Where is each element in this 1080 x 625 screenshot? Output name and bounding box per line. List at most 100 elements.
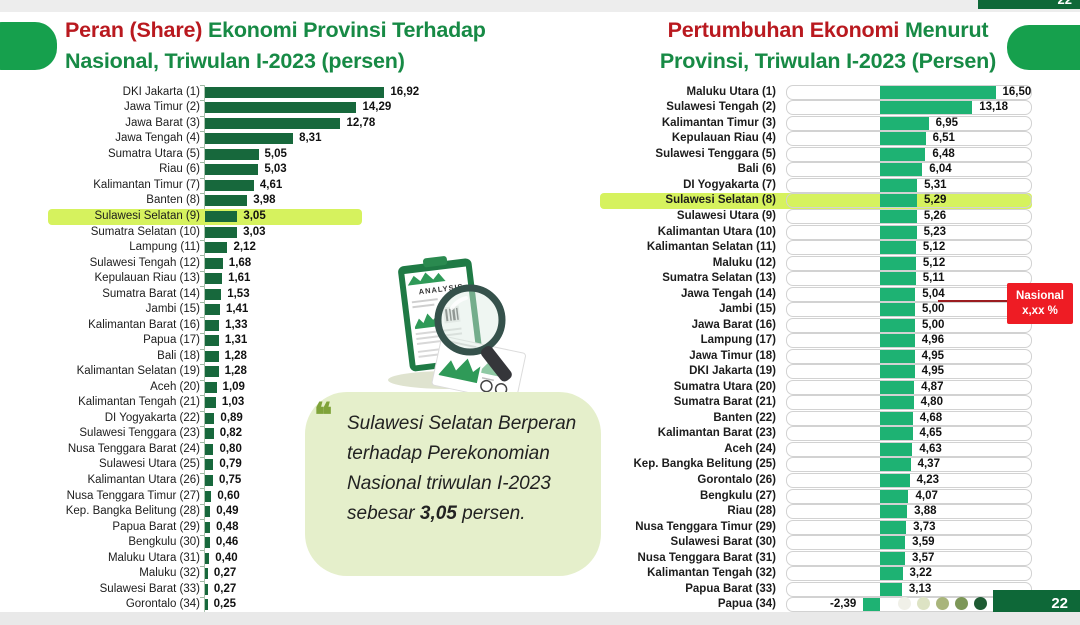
bar: [880, 442, 913, 456]
bar-value: 1,03: [221, 396, 245, 409]
quote-icon: ❝: [314, 397, 333, 435]
bar: [880, 365, 915, 379]
bar: [880, 241, 916, 255]
bar: [205, 568, 208, 580]
nasional-callout-value: x,xx %: [1022, 305, 1058, 317]
bar: [880, 536, 906, 550]
bar: [880, 287, 916, 301]
nasional-callout-label: Nasional: [1016, 290, 1064, 302]
bar: [880, 303, 915, 317]
axis-baseline: [204, 84, 205, 613]
row-band: [786, 504, 1032, 520]
bar-label: Sulawesi Selatan (9): [94, 210, 200, 222]
bar: [205, 304, 220, 316]
bar-value: 4,63: [919, 442, 942, 455]
bar: [205, 117, 341, 129]
pagination-dot: [955, 597, 968, 610]
bar: [205, 459, 214, 471]
bar-value: 0,82: [219, 427, 243, 440]
bar-label: Kalimantan Selatan (19): [76, 365, 200, 378]
bar-value: 3,03: [243, 225, 266, 238]
bar-label: Bali (18): [157, 349, 200, 362]
bar-value: 5,03: [264, 163, 287, 176]
bar-label: Sulawesi Tenggara (23): [79, 427, 200, 440]
bar-value: 5,23: [923, 225, 946, 238]
bar-label: Banten (22): [713, 411, 776, 424]
axis-tick: [200, 364, 204, 366]
bar: [205, 490, 212, 502]
bar: [205, 335, 219, 347]
bar-value: 4,65: [919, 427, 942, 440]
right-title-pill-decoration: [1007, 25, 1080, 70]
left-title-pill-decoration: [0, 22, 57, 70]
bar-label: Sumatra Barat (21): [673, 396, 776, 409]
bar-value: 6,95: [935, 116, 959, 129]
bar-value: 1,33: [225, 318, 248, 331]
bar-value: 6,48: [932, 147, 955, 160]
bar-label: Jawa Tengah (4): [115, 132, 200, 145]
bar-value: 12,78: [346, 116, 376, 129]
bar-label: Kalimantan Selatan (11): [646, 241, 776, 254]
bar-value: 1,41: [225, 303, 249, 316]
bar-value: 4,37: [917, 458, 940, 471]
bar: [880, 256, 916, 270]
bar: [205, 211, 238, 222]
bar: [880, 551, 905, 565]
bar-value: 0,27: [213, 582, 237, 595]
bar-label: Kepulauan Riau (4): [671, 132, 776, 145]
bar: [880, 520, 907, 534]
bar-label: Gorontalo (26): [697, 474, 776, 486]
axis-tick: [200, 426, 204, 428]
axis-tick: [200, 565, 204, 567]
bar-value: 3,98: [253, 194, 276, 207]
bar-value: 5,12: [922, 256, 946, 269]
bar-label: Riau (6): [159, 163, 200, 176]
bar-label: Kep. Bangka Belitung (25): [633, 458, 777, 471]
axis-tick: [200, 410, 204, 412]
bar: [880, 380, 915, 394]
bar-value: 5,04: [922, 287, 945, 300]
bar-value: 14,29: [362, 101, 392, 114]
bar-value: 4,68: [919, 411, 943, 424]
bar: [205, 412, 215, 424]
bar-value: 1,31: [224, 334, 248, 347]
bar-label: Kalimantan Barat (23): [657, 427, 776, 440]
bar: [880, 489, 909, 503]
bar-label: DI Yogyakarta (7): [683, 178, 776, 191]
bar: [205, 288, 222, 300]
bar-value: 1,61: [228, 272, 251, 285]
row-band: [786, 566, 1032, 582]
bar-value: 1,28: [224, 349, 247, 362]
bar-label: Maluku (12): [712, 256, 776, 269]
bar-value: 0,48: [216, 520, 239, 533]
bar: [880, 427, 913, 441]
axis-tick: [200, 534, 204, 536]
bar-value: 5,12: [922, 241, 946, 254]
bar: [205, 164, 259, 176]
axis-tick: [200, 270, 204, 272]
bar-value: 13,18: [979, 101, 1009, 114]
bar-label: Sumatra Utara (20): [673, 380, 776, 393]
right-title-line2: Provinsi, Triwulan I-2023 (Persen): [659, 49, 997, 73]
bar: [205, 242, 228, 254]
axis-tick: [200, 84, 204, 86]
axis-tick: [200, 332, 204, 334]
bar-value: -2,39: [830, 598, 857, 611]
bar-label: Sulawesi Utara (9): [676, 210, 776, 222]
bar: [205, 475, 213, 486]
bar-value: 4,95: [921, 349, 945, 362]
bar-label: Bali (6): [737, 163, 776, 176]
right-title-red-part: Pertumbuhan Ekonomi: [667, 18, 900, 42]
bar: [205, 226, 238, 238]
bar: [205, 148, 259, 160]
axis-tick: [200, 162, 204, 164]
bar-label: Sumatra Utara (5): [107, 147, 200, 160]
pagination-dot: [917, 597, 930, 610]
bar-label: Sumatra Selatan (10): [90, 225, 200, 238]
bar: [880, 334, 915, 348]
bar-value: 4,23: [916, 474, 939, 486]
bar-value: 3,13: [908, 582, 932, 595]
bar: [205, 257, 223, 269]
bar-value: 16,92: [390, 85, 420, 98]
axis-tick: [200, 441, 204, 443]
